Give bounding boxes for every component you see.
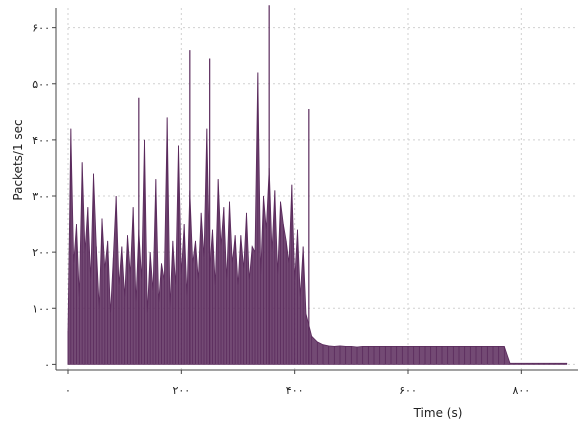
x-tick-label: ۲۰۰ [172,384,190,397]
grid [67,8,578,370]
x-tick-label: ۰ [65,384,71,397]
y-axis-ticks: ۰ ۱۰۰ ۲۰۰ ۳۰۰ ۴۰۰ ۵۰۰ ۶۰۰ [32,22,56,371]
x-tick-label: ۸۰۰ [512,384,530,397]
y-axis-title: Packets/1 sec [11,119,25,200]
y-tick-label: ۱۰۰ [32,302,50,315]
y-tick-label: ۰ [44,358,50,371]
y-tick-label: ۵۰۰ [32,78,50,91]
series-spikes [138,5,310,365]
x-axis-title: Time (s) [413,406,463,420]
x-tick-label: ۴۰۰ [286,384,304,397]
x-axis-ticks: ۰ ۲۰۰ ۴۰۰ ۶۰۰ ۸۰۰ [65,370,530,397]
y-tick-label: ۴۰۰ [32,134,50,147]
y-tick-label: ۶۰۰ [32,22,50,35]
x-tick-label: ۶۰۰ [399,384,417,397]
y-tick-label: ۳۰۰ [32,190,50,203]
y-tick-label: ۲۰۰ [32,246,50,259]
